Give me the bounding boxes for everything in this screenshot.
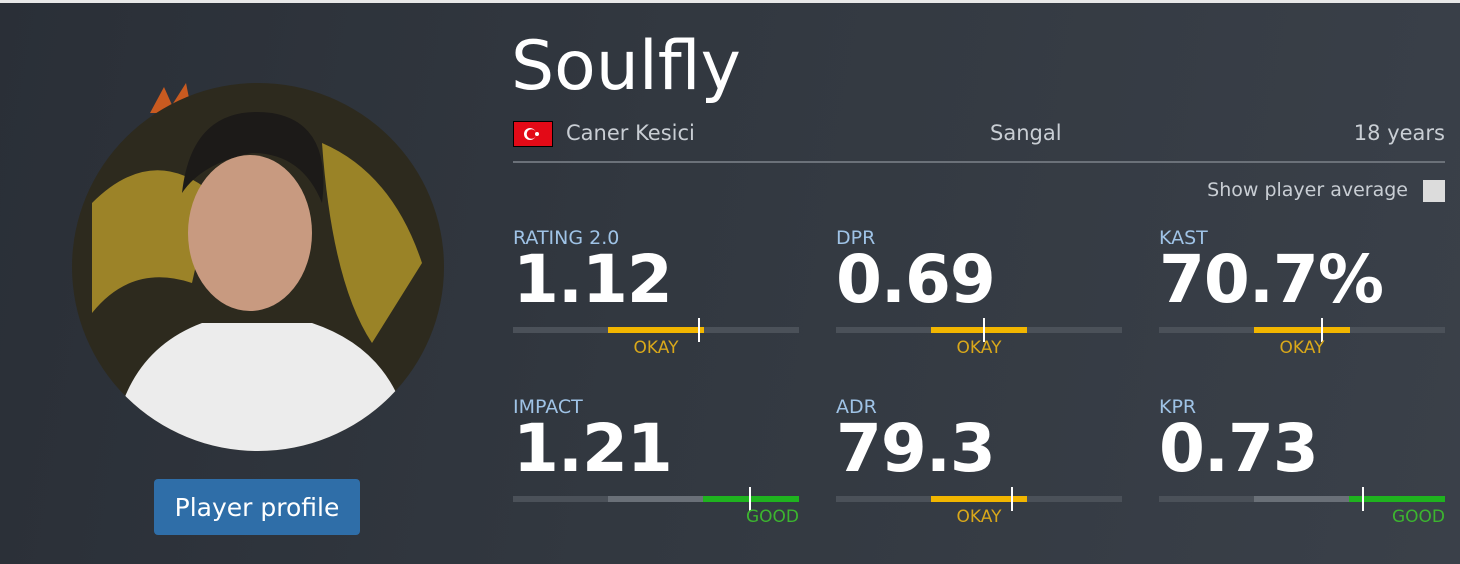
- stat-label: IMPACT: [513, 396, 583, 418]
- stat-value: 79.3: [836, 410, 996, 487]
- stat-card: RATING 2.0 1.12 OKAY: [513, 227, 799, 377]
- bar-okay: [1254, 327, 1350, 333]
- bar-marker: [983, 318, 985, 342]
- player-nickname: Soulfly: [511, 27, 741, 106]
- real-name: Caner Kesici: [566, 121, 695, 145]
- stat-value: 1.21: [513, 410, 673, 487]
- stat-bar: [1159, 318, 1445, 342]
- bar-marker: [698, 318, 700, 342]
- divider: [513, 161, 1445, 163]
- stat-card: ADR 79.3 OKAY: [836, 396, 1122, 546]
- bar-mid: [608, 496, 703, 502]
- bar-mid: [1254, 496, 1349, 502]
- stat-value: 0.69: [836, 241, 996, 318]
- player-profile-button[interactable]: Player profile: [154, 479, 360, 535]
- stat-bar: [1159, 487, 1445, 511]
- stat-rating: OKAY: [1279, 338, 1325, 358]
- stat-rating: GOOD: [745, 507, 799, 527]
- bar-okay: [931, 496, 1027, 502]
- bar-okay: [931, 327, 1027, 333]
- stat-card: DPR 0.69 OKAY: [836, 227, 1122, 377]
- bar-marker: [749, 487, 751, 511]
- bar-good: [1349, 496, 1445, 502]
- stat-bar: [513, 318, 799, 342]
- stat-label: KPR: [1159, 396, 1197, 418]
- stat-value: 0.73: [1159, 410, 1319, 487]
- bar-good: [703, 496, 799, 502]
- team-name: Sangal: [990, 121, 1062, 145]
- stat-bar: [836, 487, 1122, 511]
- show-average-checkbox[interactable]: [1423, 180, 1445, 202]
- stat-value: 70.7%: [1159, 241, 1384, 318]
- bar-marker: [1362, 487, 1364, 511]
- flag: [513, 121, 553, 147]
- stat-rating: OKAY: [633, 338, 679, 358]
- stat-rating: OKAY: [956, 338, 1002, 358]
- stat-bar: [513, 487, 799, 511]
- stat-card: KAST 70.7% OKAY: [1159, 227, 1445, 377]
- stat-label: DPR: [836, 227, 876, 249]
- bar-marker: [1321, 318, 1323, 342]
- stat-bar: [836, 318, 1122, 342]
- stat-label: KAST: [1159, 227, 1208, 249]
- bar-okay: [608, 327, 704, 333]
- stat-card: IMPACT 1.21 GOOD: [513, 396, 799, 546]
- show-average-label: Show player average: [1207, 179, 1408, 201]
- player-age: 18 years: [1353, 121, 1445, 145]
- stat-rating: GOOD: [1391, 507, 1445, 527]
- stat-rating: OKAY: [956, 507, 1002, 527]
- stat-value: 1.12: [513, 241, 673, 318]
- stat-card: KPR 0.73 GOOD: [1159, 396, 1445, 546]
- stat-label: RATING 2.0: [513, 227, 620, 249]
- bar-marker: [1011, 487, 1013, 511]
- stat-label: ADR: [836, 396, 877, 418]
- player-photo: [72, 83, 444, 451]
